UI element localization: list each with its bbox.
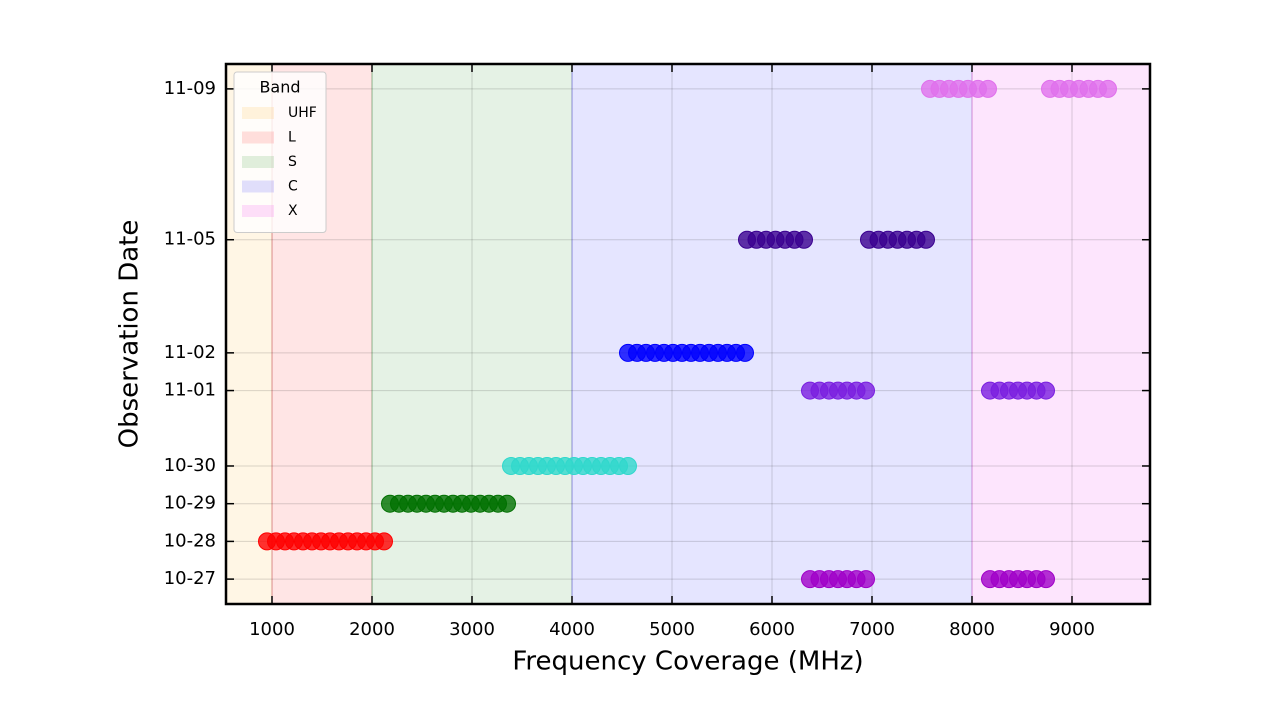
- legend-title: Band: [259, 78, 300, 97]
- point: [498, 494, 516, 513]
- x-tick-label: 7000: [849, 619, 895, 640]
- point: [619, 456, 637, 475]
- y-tick-label: 11-02: [164, 342, 216, 363]
- x-tick-label: 1000: [249, 619, 295, 640]
- point: [857, 381, 875, 400]
- legend-box: [233, 71, 327, 233]
- point: [979, 79, 997, 98]
- legend-label: C: [288, 179, 298, 195]
- legend-label: L: [288, 130, 296, 146]
- point: [917, 230, 935, 249]
- y-tick-label: 11-01: [164, 380, 216, 401]
- x-axis-label: Frequency Coverage (MHz): [512, 647, 863, 677]
- y-tick-label: 10-27: [164, 568, 216, 589]
- y-axis-label: Observation Date: [115, 220, 145, 449]
- axes-layer: 1000 2000 3000 4000 5000 6000 7000 8000 9000 10-2…: [164, 64, 1150, 640]
- x-tick-label: 8000: [949, 619, 995, 640]
- point: [736, 343, 754, 362]
- legend-swatch: [242, 107, 274, 119]
- points-layer: [258, 79, 1117, 589]
- legend-swatch: [242, 180, 274, 193]
- point: [1099, 79, 1117, 98]
- legend-swatch: [242, 205, 274, 217]
- plot-frame: [224, 62, 1152, 606]
- point: [1037, 381, 1055, 400]
- legend-label: S: [288, 154, 297, 170]
- x-tick-label: 6000: [749, 619, 795, 640]
- x-tick-label: 5000: [649, 619, 695, 640]
- x-tick-label: 2000: [349, 619, 395, 640]
- y-tick-label: 10-30: [164, 455, 216, 476]
- legend-label: UHF: [288, 105, 317, 121]
- legend-label: X: [288, 203, 298, 219]
- y-tick-label: 10-28: [164, 530, 216, 551]
- point: [1037, 570, 1055, 589]
- y-tick-label: 10-29: [164, 493, 216, 514]
- point: [857, 570, 875, 589]
- y-tick-label: 11-09: [164, 78, 216, 99]
- point: [375, 532, 393, 551]
- band: [572, 64, 972, 604]
- bands-layer: [226, 64, 1150, 604]
- y-tick-label: 11-05: [164, 229, 216, 250]
- x-tick-label: 9000: [1049, 619, 1095, 640]
- legend-swatch: [242, 156, 274, 168]
- point: [795, 230, 813, 249]
- x-tick-label: 4000: [549, 619, 595, 640]
- legend-swatch: [242, 131, 274, 144]
- band: [972, 64, 1150, 604]
- x-tick-label: 3000: [449, 619, 495, 640]
- band: [372, 64, 572, 604]
